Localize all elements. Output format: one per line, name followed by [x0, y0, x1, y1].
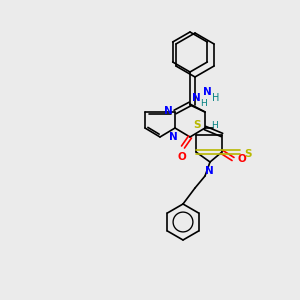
Text: H: H — [212, 93, 220, 103]
Text: O: O — [238, 154, 247, 164]
Text: S: S — [193, 120, 201, 130]
Text: S: S — [244, 149, 251, 159]
Text: N: N — [202, 87, 211, 97]
Text: N: N — [205, 166, 213, 176]
Text: N: N — [169, 132, 177, 142]
Text: O: O — [178, 152, 186, 162]
Text: N: N — [192, 93, 201, 103]
Text: H: H — [200, 99, 207, 108]
Text: N: N — [164, 106, 173, 116]
Text: H: H — [212, 121, 218, 130]
